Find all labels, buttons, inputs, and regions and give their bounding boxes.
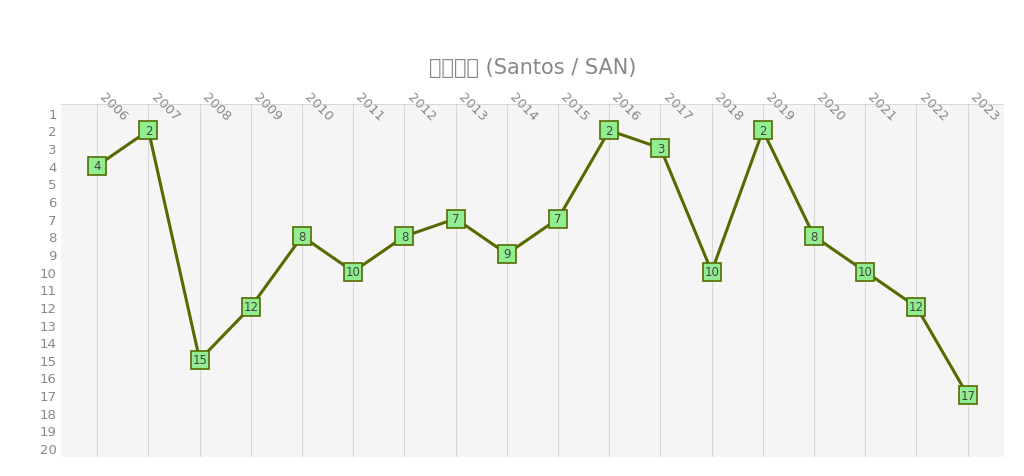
Text: 17: 17 [961,389,975,402]
Text: 2: 2 [605,125,613,138]
Text: 10: 10 [705,266,719,278]
Text: 8: 8 [400,230,409,243]
Text: 8: 8 [298,230,306,243]
Text: 4: 4 [93,160,101,173]
Text: 12: 12 [244,301,258,314]
Text: 10: 10 [346,266,360,278]
Text: 3: 3 [656,142,665,155]
Text: 10: 10 [858,266,872,278]
Title: サントス (Santos / SAN): サントス (Santos / SAN) [429,58,636,78]
Text: 15: 15 [193,354,207,367]
Text: 7: 7 [452,213,460,226]
Text: 2: 2 [144,125,153,138]
Text: 8: 8 [810,230,818,243]
Text: 7: 7 [554,213,562,226]
Text: 12: 12 [909,301,924,314]
Text: 9: 9 [503,248,511,261]
Text: 2: 2 [759,125,767,138]
